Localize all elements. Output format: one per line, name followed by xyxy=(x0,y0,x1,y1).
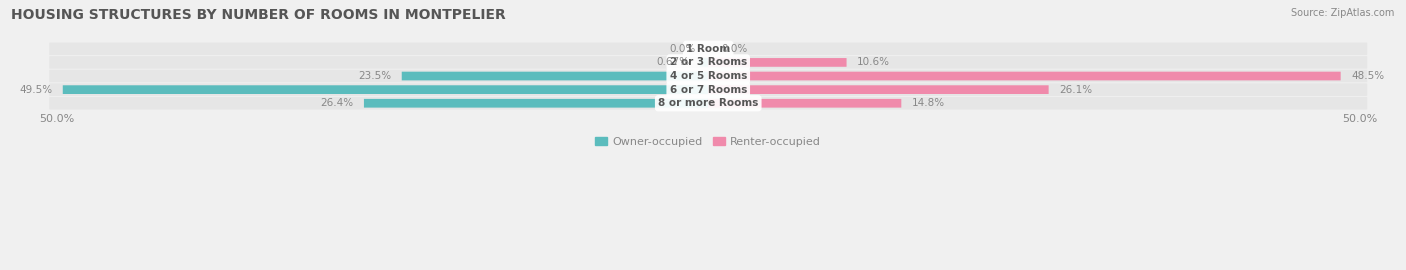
FancyBboxPatch shape xyxy=(364,99,709,108)
Text: 49.5%: 49.5% xyxy=(20,85,52,95)
Text: 8 or more Rooms: 8 or more Rooms xyxy=(658,98,758,108)
Text: 0.0%: 0.0% xyxy=(721,44,748,54)
Text: 14.8%: 14.8% xyxy=(911,98,945,108)
Text: 10.6%: 10.6% xyxy=(856,58,890,68)
FancyBboxPatch shape xyxy=(49,70,1367,82)
FancyBboxPatch shape xyxy=(49,56,1367,69)
Text: 4 or 5 Rooms: 4 or 5 Rooms xyxy=(669,71,747,81)
FancyBboxPatch shape xyxy=(709,72,1341,80)
FancyBboxPatch shape xyxy=(709,99,901,108)
Text: 26.4%: 26.4% xyxy=(321,98,354,108)
FancyBboxPatch shape xyxy=(49,43,1367,55)
FancyBboxPatch shape xyxy=(49,83,1367,96)
Text: Source: ZipAtlas.com: Source: ZipAtlas.com xyxy=(1291,8,1395,18)
FancyBboxPatch shape xyxy=(63,85,709,94)
Text: 26.1%: 26.1% xyxy=(1059,85,1092,95)
Text: 6 or 7 Rooms: 6 or 7 Rooms xyxy=(669,85,747,95)
FancyBboxPatch shape xyxy=(402,72,709,80)
FancyBboxPatch shape xyxy=(709,85,1049,94)
FancyBboxPatch shape xyxy=(699,58,709,67)
Text: 23.5%: 23.5% xyxy=(359,71,391,81)
Text: HOUSING STRUCTURES BY NUMBER OF ROOMS IN MONTPELIER: HOUSING STRUCTURES BY NUMBER OF ROOMS IN… xyxy=(11,8,506,22)
Text: 1 Room: 1 Room xyxy=(686,44,730,54)
FancyBboxPatch shape xyxy=(709,58,846,67)
FancyBboxPatch shape xyxy=(49,97,1367,110)
Text: 2 or 3 Rooms: 2 or 3 Rooms xyxy=(669,58,747,68)
Text: 0.67%: 0.67% xyxy=(657,58,689,68)
Legend: Owner-occupied, Renter-occupied: Owner-occupied, Renter-occupied xyxy=(596,137,821,147)
Text: 0.0%: 0.0% xyxy=(669,44,695,54)
Text: 48.5%: 48.5% xyxy=(1351,71,1384,81)
